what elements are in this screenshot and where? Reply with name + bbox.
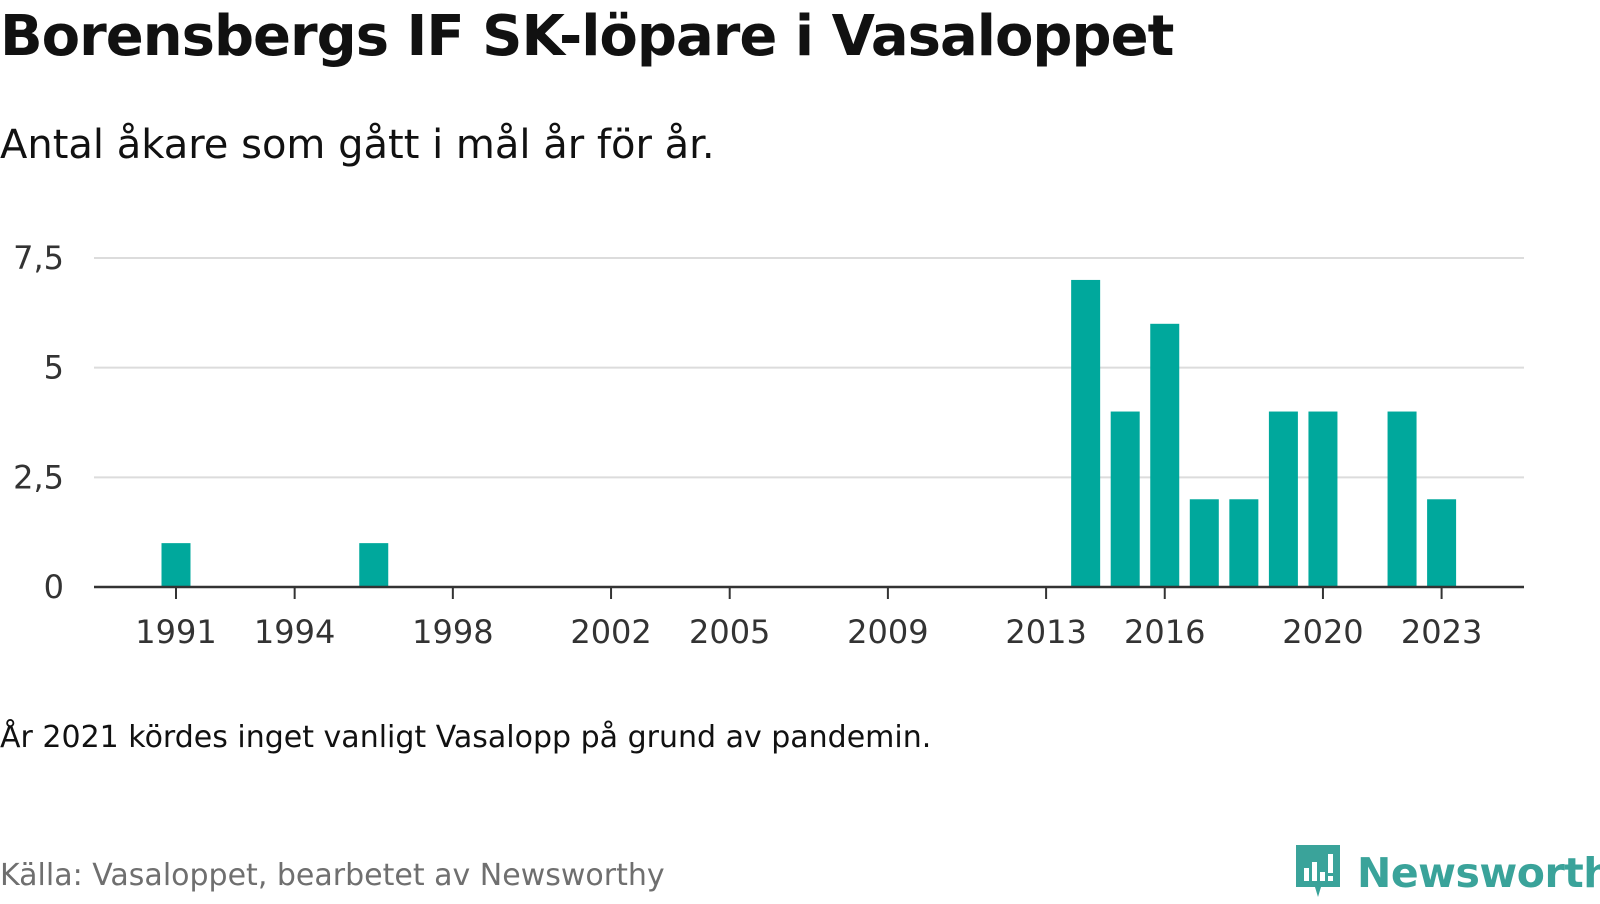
y-tick-label: 0 [44,568,64,606]
bar [1268,411,1298,587]
brand-logo[interactable]: Newsworthy [1293,842,1600,904]
bar [161,543,191,587]
x-tick-label: 2009 [847,613,928,651]
x-tick-label: 2023 [1401,613,1482,651]
source-text: Källa: Vasaloppet, bearbetet av Newswort… [0,858,665,893]
y-tick-label: 5 [44,349,64,387]
y-tick-label: 7,5 [13,239,64,277]
bar [1387,411,1417,587]
chart-subtitle: Antal åkare som gått i mål år för år. [0,122,715,168]
x-tick-label: 2002 [570,613,651,651]
x-tick-label: 2016 [1124,613,1205,651]
x-tick-label: 2020 [1282,613,1363,651]
x-tick-label: 1998 [412,613,493,651]
bar [1150,323,1180,587]
newsworthy-logo-icon [1293,842,1343,904]
bar [1110,411,1140,587]
bar [1308,411,1338,587]
bar [1071,279,1101,587]
bar [1427,499,1457,587]
x-tick-label: 2013 [1005,613,1086,651]
y-tick-label: 2,5 [13,458,64,496]
bar [1189,499,1219,587]
chart-title: Borensbergs IF SK-löpare i Vasaloppet [0,4,1174,69]
x-tick-label: 2005 [689,613,770,651]
x-tick-label: 1994 [254,613,335,651]
footnote: År 2021 kördes inget vanligt Vasalopp på… [0,720,932,755]
bar [1229,499,1259,587]
bar-chart: 0 2,5 5 7,5 1991 1994 1998 2002 2005 2009 2013 2016… [13,239,1524,651]
brand-name: Newsworthy [1357,849,1600,897]
bar [359,543,389,587]
x-tick-label: 1991 [135,613,216,651]
